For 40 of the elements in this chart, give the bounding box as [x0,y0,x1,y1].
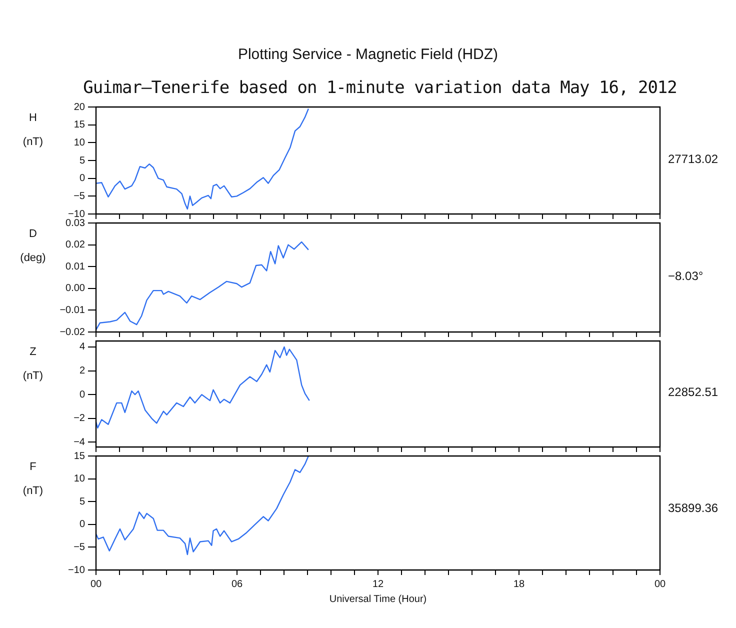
y-tick-label: 0.00 [66,283,86,294]
y-tick-label: 20 [74,102,86,113]
y-tick-label: −0.01 [60,304,86,316]
y-axis-title: D (deg) [19,228,47,264]
y-tick-label: −5 [74,542,86,553]
chart-subtitle: Guimar–Tenerife based on 1-minute variation data May 16, 2012 [82,78,678,98]
y-tick-label: 2 [79,366,86,377]
text: 35899.36 [668,501,718,515]
y-axis-title: Z (nT) [22,346,44,382]
text: 22852.51 [668,385,718,399]
y-tick-label: 5 [79,155,86,166]
y-tick-label: 10 [74,474,86,485]
y-tick-label: −4 [74,436,86,448]
y-tick-label: 0.03 [66,218,86,229]
y-tick-label: −2 [74,413,86,424]
chart-title: Plotting Service - Magnetic Field (HDZ) [236,46,500,63]
y-tick-label: 4 [79,342,86,353]
y-axis-title: H (nT) [22,112,44,148]
y-tick-label: 15 [74,120,86,131]
y-tick-label: 15 [74,450,86,462]
y-tick-label: −0.02 [60,326,86,338]
y-axis-title: F (nT) [22,461,44,497]
text: 27713.02 [668,152,718,166]
y-tick-label: −10 [68,208,86,220]
x-tick-label: 00 [654,578,666,590]
y-tick-label: 0.01 [66,261,86,272]
x-tick-label: 06 [231,578,243,590]
y-tick-label: 10 [74,137,86,148]
y-tick-label: 0 [79,173,86,184]
x-tick-label: 18 [513,578,525,590]
x-tick-label: 12 [372,578,384,590]
y-tick-label: 5 [79,496,86,508]
y-tick-label: 0.02 [66,240,86,251]
y-tick-label: −5 [74,190,86,202]
x-axis-title: Universal Time (Hour) [329,594,427,605]
x-tick-label: 00 [90,578,102,590]
y-tick-label: 0 [79,389,86,400]
text: −8.03° [668,268,704,282]
y-tick-label: 0 [79,519,86,530]
y-tick-label: −10 [68,564,86,576]
